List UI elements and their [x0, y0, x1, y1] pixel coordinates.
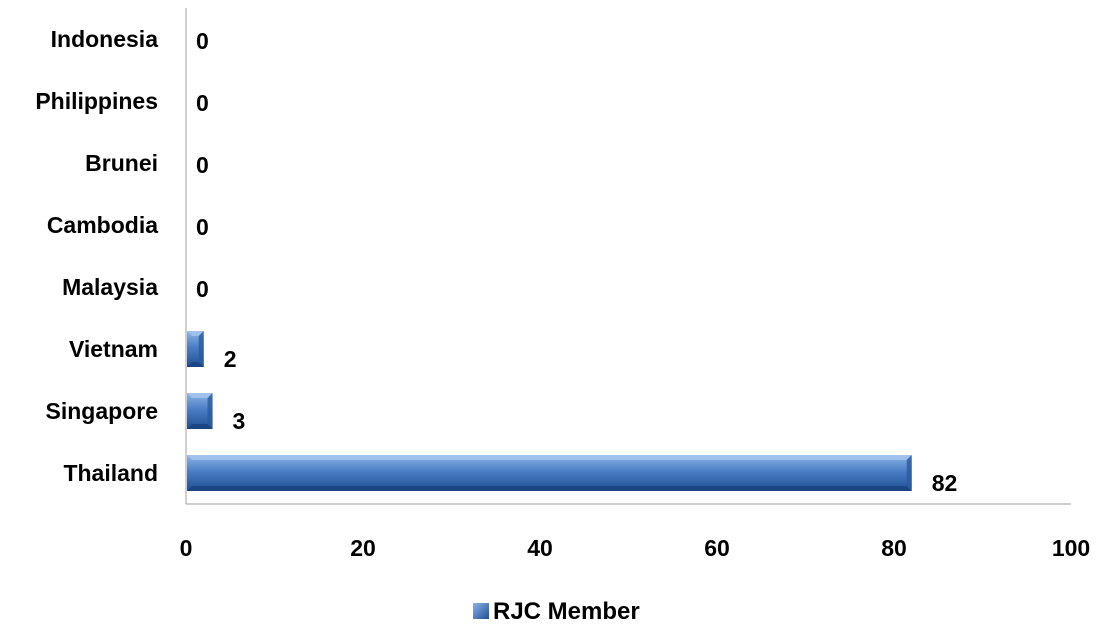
- category-label-cambodia: Cambodia: [47, 212, 158, 238]
- data-label-malaysia: 0: [196, 276, 209, 302]
- axes: [185, 8, 1071, 505]
- x-tick-label-100: 100: [1052, 535, 1090, 561]
- x-tick-label-20: 20: [350, 535, 376, 561]
- data-label-indonesia: 0: [196, 28, 209, 54]
- data-label-thailand: 82: [932, 470, 958, 496]
- data-labels: 0 0 0 0 0 2 3 82: [196, 28, 957, 496]
- x-tick-label-40: 40: [527, 535, 553, 561]
- x-tick-label-60: 60: [704, 535, 730, 561]
- data-label-brunei: 0: [196, 152, 209, 178]
- category-label-brunei: Brunei: [85, 150, 158, 176]
- legend-label: RJC Member: [493, 598, 640, 625]
- data-label-cambodia: 0: [196, 214, 209, 240]
- x-tick-labels: 0 20 40 60 80 100: [180, 535, 1091, 561]
- category-label-vietnam: Vietnam: [69, 336, 158, 362]
- category-labels: Indonesia Philippines Brunei Cambodia Malays…: [35, 26, 158, 486]
- legend-item-rjc-member: RJC Member: [473, 598, 640, 625]
- data-label-philippines: 0: [196, 90, 209, 116]
- data-label-singapore: 3: [233, 408, 246, 434]
- bar-thailand: [187, 455, 912, 491]
- category-label-malaysia: Malaysia: [62, 274, 158, 300]
- bar-vietnam: [187, 331, 204, 367]
- category-label-indonesia: Indonesia: [51, 26, 159, 52]
- category-label-singapore: Singapore: [46, 398, 158, 424]
- legend-swatch: [473, 603, 489, 619]
- legend: RJC Member: [473, 598, 640, 625]
- bar-singapore: [187, 393, 213, 429]
- category-label-philippines: Philippines: [35, 88, 158, 114]
- data-label-vietnam: 2: [224, 346, 237, 372]
- bars: [187, 331, 912, 491]
- x-tick-label-80: 80: [881, 535, 907, 561]
- category-label-thailand: Thailand: [63, 460, 158, 486]
- x-tick-label-0: 0: [180, 535, 193, 561]
